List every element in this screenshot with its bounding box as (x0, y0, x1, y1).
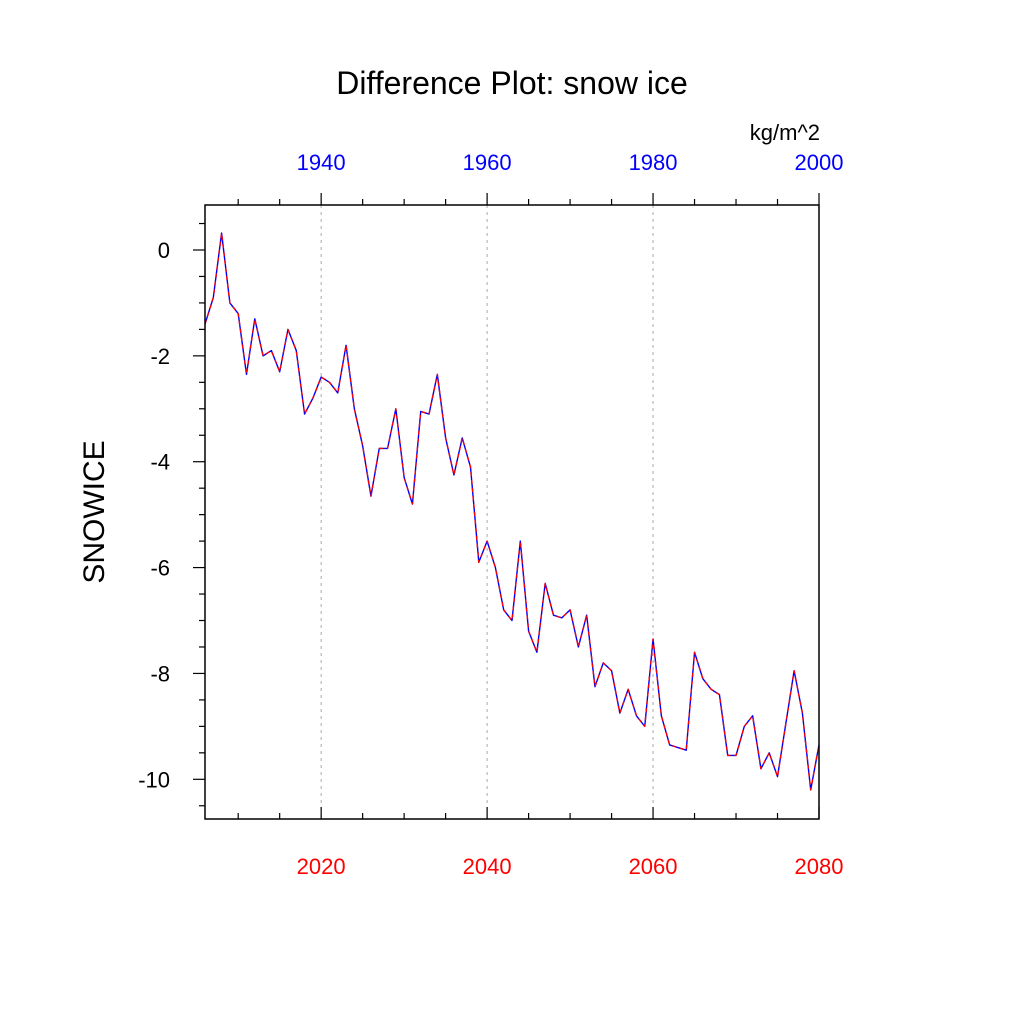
y-axis-label: SNOWICE (78, 440, 111, 583)
y-tick-label: -2 (150, 344, 170, 369)
x-top-tick-label: 1980 (629, 150, 678, 175)
x-top-tick-label: 1940 (297, 150, 346, 175)
units-label: kg/m^2 (750, 120, 820, 145)
y-tick-label: -10 (138, 767, 170, 792)
x-bottom-tick-label: 2020 (297, 854, 346, 879)
tick-labels: 2020 2040 2060 2080 1940 1960 1980 2000 0 -2 -4 -6 -… (138, 150, 843, 879)
axis-ticks (193, 193, 820, 819)
x-top-tick-label: 1960 (463, 150, 512, 175)
y-tick-label: 0 (158, 238, 170, 263)
y-tick-label: -6 (150, 556, 170, 581)
y-tick-label: -8 (150, 661, 170, 686)
x-bottom-tick-label: 2080 (795, 854, 844, 879)
x-top-tick-label: 2000 (795, 150, 844, 175)
series-line (204, 232, 820, 791)
series-lines (204, 232, 820, 791)
series-dashed-line (204, 232, 820, 791)
x-bottom-tick-label: 2060 (629, 854, 678, 879)
plot-frame (204, 204, 820, 820)
y-tick-label: -4 (150, 450, 170, 475)
x-bottom-tick-label: 2040 (463, 854, 512, 879)
gridlines (320, 205, 654, 819)
chart-title: Difference Plot: snow ice (336, 65, 688, 101)
